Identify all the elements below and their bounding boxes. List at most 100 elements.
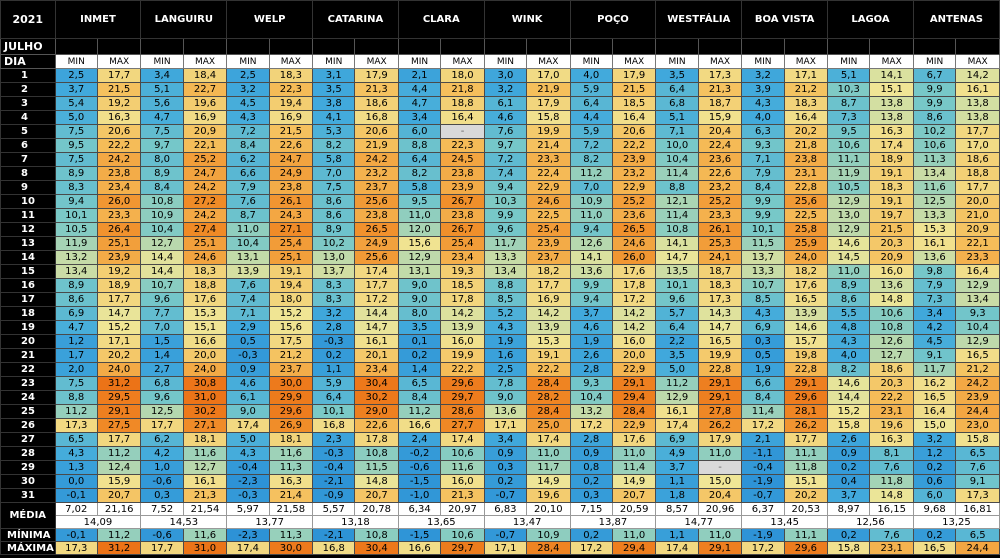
min-cell: 0,2: [827, 460, 871, 475]
min-cell: 4,8: [827, 320, 871, 335]
average-label: MÉDIA: [0, 502, 56, 529]
combined-average-cell: 13,18: [312, 515, 399, 529]
min-cell: 7,1: [741, 152, 785, 167]
min-cell: 6,7: [912, 68, 957, 83]
min-cell: 8,6: [54, 292, 98, 307]
min-header: MIN: [140, 54, 184, 69]
max-cell: 24,0: [783, 250, 829, 265]
max-cell: 20,0: [611, 348, 657, 363]
min-cell: 10,2: [912, 124, 957, 139]
max-cell: 17,4: [354, 264, 399, 279]
min-cell: 2,1: [741, 432, 785, 447]
max-cell: 30,2: [182, 404, 228, 419]
min-header: MIN: [483, 54, 528, 69]
min-cell: 3,2: [483, 82, 528, 97]
maxima-min-cell: 17,4: [655, 541, 699, 555]
month-row-spacer: [655, 38, 699, 55]
max-cell: 19,1: [869, 194, 914, 209]
min-cell: 1,5: [140, 334, 184, 349]
max-cell: 16,3: [96, 110, 142, 125]
min-cell: 15,0: [912, 418, 957, 433]
max-cell: 18,2: [526, 264, 571, 279]
min-cell: 13,3: [483, 250, 528, 265]
max-cell: 23,4: [96, 180, 142, 195]
minima-max-cell: 11,1: [783, 528, 829, 542]
min-cell: 14,4: [140, 250, 184, 265]
max-cell: 19,9: [697, 348, 743, 363]
max-cell: 26,5: [611, 222, 657, 237]
min-cell: 10,6: [912, 138, 957, 153]
max-cell: 23,8: [268, 180, 314, 195]
table-row: 10 9,4 26,0 10,8 27,2 7,6 26,1 8,6 25,6 9,5 26,7 10…: [0, 194, 1000, 209]
max-cell: 22,2: [440, 362, 485, 377]
max-cell: 14,4: [354, 306, 399, 321]
min-cell: 5,9: [569, 82, 613, 97]
min-cell: 6,6: [226, 166, 270, 181]
max-cell: 21,9: [526, 82, 571, 97]
max-cell: 20,9: [869, 250, 914, 265]
max-cell: 26,5: [354, 222, 399, 237]
min-cell: 8,7: [226, 208, 270, 223]
max-cell: 22,2: [611, 138, 657, 153]
max-cell: 23,8: [440, 208, 485, 223]
minima-min-cell: -2,3: [226, 528, 270, 542]
max-cell: 14,2: [611, 320, 657, 335]
min-cell: 2,9: [226, 320, 270, 335]
max-cell: 13,9: [783, 306, 829, 321]
max-cell: 22,4: [526, 166, 571, 181]
min-cell: 14,4: [827, 390, 871, 405]
min-cell: 1,1: [655, 474, 699, 489]
minima-min-cell: -2,1: [312, 528, 356, 542]
station-header-row: 2021 INMET LANGUIRU WELP CATARINA CLARA WINK P…: [0, 0, 1000, 39]
max-cell: 26,2: [697, 418, 743, 433]
min-cell: 10,5: [827, 180, 871, 195]
min-cell: 10,0: [655, 138, 699, 153]
min-cell: 2,5: [483, 362, 528, 377]
min-cell: 13,1: [226, 250, 270, 265]
month-row-spacer: [440, 38, 485, 55]
min-cell: 16,6: [397, 418, 442, 433]
min-cell: 8,3: [312, 292, 356, 307]
min-cell: 13,6: [912, 250, 957, 265]
max-cell: 22,4: [697, 138, 743, 153]
max-cell: 23,8: [354, 208, 399, 223]
min-cell: 9,6: [140, 390, 184, 405]
min-cell: 11,9: [54, 236, 98, 251]
max-cell: 17,7: [354, 278, 399, 293]
max-cell: 14,2: [955, 68, 1000, 83]
max-cell: 29,0: [354, 404, 399, 419]
min-cell: 4,2: [140, 446, 184, 461]
min-cell: 11,0: [827, 264, 871, 279]
max-cell: 25,1: [268, 250, 314, 265]
table-row: 27 6,5 17,7 6,2 18,1 5,0 18,1 2,3 17,8 2,4 17,4 3,4…: [0, 432, 1000, 447]
max-cell: 14,7: [96, 306, 142, 321]
min-cell: 6,2: [140, 432, 184, 447]
average-max-cell: 21,16: [96, 502, 142, 516]
minima-max-cell: 10,8: [354, 528, 399, 542]
month-row-spacer: [741, 38, 785, 55]
min-cell: 3,4: [140, 68, 184, 83]
combined-average-cell: 13,45: [741, 515, 829, 529]
max-cell: 30,2: [354, 390, 399, 405]
minima-min-cell: -1,9: [741, 528, 785, 542]
max-cell: 20,0: [182, 348, 228, 363]
max-cell: 23,4: [354, 362, 399, 377]
min-cell: 7,2: [569, 138, 613, 153]
max-cell: 26,2: [783, 418, 829, 433]
max-cell: 23,7: [268, 362, 314, 377]
max-cell: 23,3: [955, 250, 1000, 265]
max-cell: 20,2: [783, 124, 829, 139]
max-cell: 24,7: [182, 166, 228, 181]
min-cell: 7,1: [226, 306, 270, 321]
min-cell: 4,7: [54, 320, 98, 335]
max-cell: 16,0: [869, 264, 914, 279]
min-cell: 10,6: [827, 138, 871, 153]
min-cell: 0,6: [912, 474, 957, 489]
min-cell: 13,4: [483, 264, 528, 279]
min-max-header-row: DIA MIN MAX MIN MAX MIN MAX MIN MAX MIN MAX MIN MAX…: [0, 54, 1000, 69]
max-cell: 20,2: [783, 488, 829, 503]
combined-average-cell: 13,65: [397, 515, 485, 529]
max-cell: 22,8: [783, 180, 829, 195]
min-cell: 13,7: [741, 250, 785, 265]
combined-average-cell: 14,53: [140, 515, 228, 529]
